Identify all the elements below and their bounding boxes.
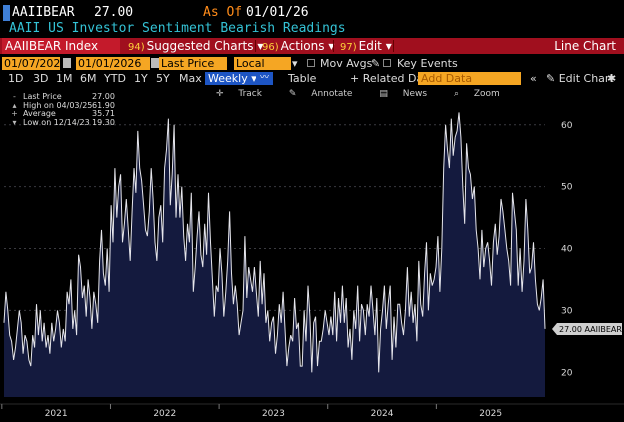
chart-panel[interactable]: 20 30 40 50 60 2021 2022 2023 2024 2025 27.00 AAII…	[0, 86, 624, 419]
frequency-selector[interactable]: Weekly ▾	[205, 72, 260, 85]
actions-number: 96)	[262, 42, 279, 53]
x-tick-label: 2024	[371, 409, 394, 418]
legend-value: 19.30	[92, 117, 115, 127]
edit-chart-label: Edit Chart	[558, 72, 614, 85]
index-field[interactable]: AAIIBEAR Index	[2, 38, 120, 54]
chart-tools: ✛ Track ✎ Annotate ▤ News ⌕ Zoom	[216, 89, 524, 99]
ticker-marker	[3, 5, 10, 21]
pencil-icon[interactable]: ✎	[371, 57, 381, 70]
last-price: 27.00	[94, 5, 134, 20]
actions-label: Actions	[280, 39, 325, 53]
period-toolbar: 1D 3D 1M 6M YTD 1Y 5Y Max Weekly ▾ 〰 Tab…	[0, 72, 624, 86]
x-tick-label: 2023	[262, 409, 285, 418]
y-tick-label: 40	[561, 245, 573, 255]
series-line	[3, 112, 546, 373]
divider	[333, 40, 334, 52]
period-1m[interactable]: 1M	[56, 72, 73, 85]
start-date-field[interactable]: 01/07/2021	[2, 57, 68, 70]
legend-key: ▾	[12, 117, 17, 127]
gear-icon[interactable]: ✱	[607, 72, 617, 85]
related-data-button[interactable]: + Related Dat	[350, 72, 428, 85]
edit-label: Edit	[358, 39, 382, 53]
magnifier-icon: ⌕	[453, 89, 459, 99]
zoom-label: Zoom	[473, 89, 500, 99]
sentiment-chart[interactable]: 20 30 40 50 60 2021 2022 2023 2024 2025 27.00 AAII…	[0, 86, 624, 419]
x-tick-label: 2022	[153, 409, 176, 418]
period-ytd[interactable]: YTD	[104, 72, 126, 85]
as-of-label: As Of	[203, 5, 243, 20]
field-selector[interactable]: Last Price	[159, 57, 227, 70]
x-tick-label: 2025	[479, 409, 502, 418]
track-label: Track	[238, 89, 262, 99]
divider	[393, 40, 394, 52]
period-max[interactable]: Max	[179, 72, 202, 85]
security-header: AAIIBEAR 27.00 As Of 01/01/26	[0, 4, 624, 22]
news-label: News	[402, 89, 428, 99]
y-tick-label: 50	[561, 183, 573, 193]
pencil-icon: ✎	[546, 72, 556, 85]
suggested-charts-label: Suggested Charts	[146, 39, 254, 53]
calendar-icon[interactable]	[63, 58, 71, 68]
y-tick-label: 20	[561, 368, 573, 378]
news-tool[interactable]: ▤ News	[379, 89, 439, 99]
caret-down-icon: ▾	[328, 39, 335, 53]
legend-name: Low on 12/14/23	[23, 117, 90, 127]
key-events-label[interactable]: Key Events	[397, 57, 458, 70]
y-tick-label: 60	[561, 121, 573, 131]
table-button[interactable]: Table	[288, 72, 317, 85]
suggested-charts-number: 94)	[128, 42, 145, 53]
date-toolbar: 01/07/2021 01/01/2026 Last Price Local C…	[0, 56, 624, 83]
legend-name: Average	[23, 109, 56, 118]
legend-key: ▴	[12, 100, 17, 110]
edit-menu[interactable]: 97) Edit ▾	[340, 38, 392, 54]
y-tick-label: 30	[561, 306, 573, 316]
zoom-tool[interactable]: ⌕ Zoom	[454, 89, 512, 99]
period-1y[interactable]: 1Y	[134, 72, 148, 85]
collapse-icon[interactable]: «	[530, 72, 537, 85]
key-events-checkbox[interactable]	[383, 59, 391, 67]
calendar-icon[interactable]	[151, 58, 159, 68]
mov-avgs-checkbox[interactable]	[307, 59, 315, 67]
period-1d[interactable]: 1D	[8, 72, 24, 85]
period-6m[interactable]: 6M	[80, 72, 97, 85]
last-price-tag-label: 27.00 AAIIBEAR	[559, 325, 622, 334]
chart-menubar: AAIIBEAR Index 94) Suggested Charts ▾ 96)…	[0, 38, 624, 54]
legend-key: +	[11, 109, 18, 118]
currency-selector[interactable]: Local CCY	[234, 57, 291, 83]
divider	[255, 40, 256, 52]
legend-key: -	[13, 92, 16, 101]
suggested-charts-menu[interactable]: 94) Suggested Charts ▾	[128, 38, 263, 54]
legend-value: 35.71	[92, 109, 115, 118]
news-icon: ▤	[379, 89, 388, 99]
ticker-symbol[interactable]: AAIIBEAR	[12, 5, 75, 20]
legend-name: Last Price	[23, 92, 62, 101]
line-chart-icon[interactable]: 〰	[256, 72, 273, 85]
security-description: AAII US Investor Sentiment Bearish Readi…	[9, 21, 346, 36]
edit-chart-button[interactable]: ✎ Edit Chart	[546, 72, 614, 85]
track-tool[interactable]: ✛ Track	[216, 89, 274, 99]
caret-down-icon: ▾	[257, 39, 264, 53]
chart-type-label[interactable]: Line Chart	[554, 39, 616, 53]
period-3d[interactable]: 3D	[33, 72, 49, 85]
mov-avgs-label[interactable]: Mov Avgs	[320, 57, 373, 70]
legend-value: 27.00	[92, 92, 115, 101]
crosshair-icon: ✛	[216, 89, 224, 99]
caret-down-icon[interactable]: ▾	[292, 57, 298, 70]
annotate-label: Annotate	[311, 89, 353, 99]
frequency-label: Weekly	[208, 72, 248, 85]
last-price-tag	[552, 322, 622, 335]
add-data-input[interactable]: Add Data	[418, 72, 521, 85]
edit-number: 97)	[340, 42, 357, 53]
period-5y[interactable]: 5Y	[156, 72, 170, 85]
pencil-icon: ✎	[288, 89, 297, 99]
legend-name: High on 04/03/25	[23, 100, 93, 110]
as-of-date: 01/01/26	[246, 5, 309, 20]
end-date-field[interactable]: 01/01/2026	[76, 57, 150, 70]
actions-menu[interactable]: 96) Actions ▾	[262, 38, 334, 54]
caret-down-icon: ▾	[385, 39, 392, 53]
x-tick-label: 2021	[45, 409, 68, 418]
series-area	[4, 112, 545, 398]
annotate-tool[interactable]: ✎ Annotate	[289, 89, 365, 99]
legend-value: 61.90	[92, 100, 115, 110]
